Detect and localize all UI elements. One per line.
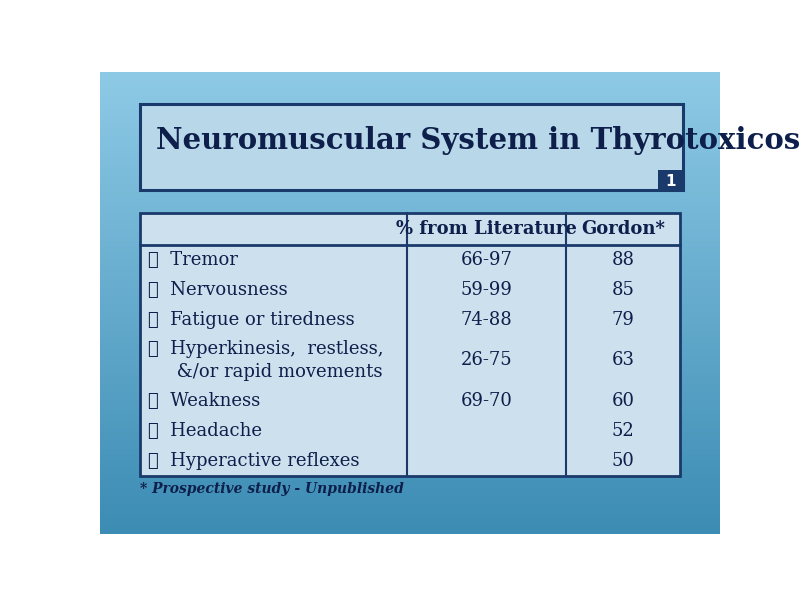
Text: Neuromuscular System in Thyrotoxicosis: Neuromuscular System in Thyrotoxicosis xyxy=(156,126,800,155)
Text: ❖  Fatigue or tiredness: ❖ Fatigue or tiredness xyxy=(148,311,354,329)
Text: ❖  Nervousness: ❖ Nervousness xyxy=(148,281,287,299)
Text: 50: 50 xyxy=(612,452,634,470)
FancyBboxPatch shape xyxy=(140,213,680,476)
Text: Gordon*: Gordon* xyxy=(581,220,665,238)
Text: 26-75: 26-75 xyxy=(461,352,513,370)
Text: 66-97: 66-97 xyxy=(461,251,513,269)
Text: * Prospective study - Unpublished: * Prospective study - Unpublished xyxy=(140,482,404,496)
Text: ❖  Hyperkinesis,  restless,
     &/or rapid movements: ❖ Hyperkinesis, restless, &/or rapid mov… xyxy=(148,340,383,381)
Text: 60: 60 xyxy=(611,392,634,410)
FancyBboxPatch shape xyxy=(658,170,684,192)
Text: 88: 88 xyxy=(611,251,634,269)
Text: ❖  Tremor: ❖ Tremor xyxy=(148,251,238,269)
Text: 1: 1 xyxy=(666,173,676,188)
FancyBboxPatch shape xyxy=(140,104,682,190)
Text: ❖  Weakness: ❖ Weakness xyxy=(148,392,260,410)
Text: 69-70: 69-70 xyxy=(461,392,513,410)
Text: 59-99: 59-99 xyxy=(461,281,513,299)
Text: ❖  Headache: ❖ Headache xyxy=(148,422,262,440)
Text: % from Literature: % from Literature xyxy=(397,220,578,238)
Text: ❖  Hyperactive reflexes: ❖ Hyperactive reflexes xyxy=(148,452,359,470)
Text: 52: 52 xyxy=(612,422,634,440)
Text: 79: 79 xyxy=(612,311,634,329)
Text: 63: 63 xyxy=(611,352,634,370)
Text: 85: 85 xyxy=(612,281,634,299)
Text: 74-88: 74-88 xyxy=(461,311,513,329)
